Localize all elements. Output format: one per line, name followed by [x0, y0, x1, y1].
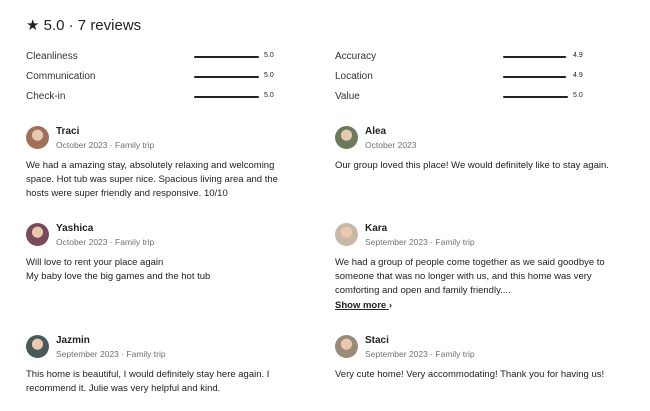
category-value: 5.0 [264, 72, 274, 79]
review-text: Our group loved this place! We would def… [335, 160, 609, 171]
star-icon: ★ [26, 17, 40, 34]
reviews-summary-title: ★ 5.0 · 7 reviews [26, 17, 142, 34]
rating-category-cleanliness: Cleanliness 5.0 [26, 51, 286, 65]
rating-bar [503, 96, 568, 98]
rating-bar [503, 56, 568, 58]
avatar[interactable] [335, 126, 358, 149]
review-meta: October 2023 [365, 140, 417, 150]
chevron-right-icon: › [388, 300, 393, 311]
rating-category-accuracy: Accuracy 4.9 [335, 51, 595, 65]
rating-bar [194, 56, 259, 58]
show-more-label: Show more [335, 300, 387, 311]
review-text: We had a amazing stay, absolutely relaxi… [26, 160, 278, 199]
avatar[interactable] [26, 126, 49, 149]
rating-category-value: Value 5.0 [335, 91, 595, 105]
category-label: Accuracy [335, 51, 377, 62]
category-value: 5.0 [573, 92, 583, 99]
avatar[interactable] [26, 223, 49, 246]
category-value: 4.9 [573, 52, 583, 59]
review-text: Will love to rent your place again My ba… [26, 257, 211, 282]
reviewer-name: Yashica [56, 223, 94, 234]
category-label: Communication [26, 71, 96, 82]
category-label: Value [335, 91, 360, 102]
category-label: Location [335, 71, 373, 82]
rating-category-check-in: Check-in 5.0 [26, 91, 286, 105]
avatar[interactable] [335, 335, 358, 358]
review-meta: September 2023 · Family trip [365, 237, 475, 247]
reviewer-name: Alea [365, 126, 387, 137]
show-more-link[interactable]: Show more › [335, 300, 392, 311]
review-meta: October 2023 · Family trip [56, 237, 155, 247]
reviewer-name: Jazmin [56, 335, 90, 346]
review-text: This home is beautiful, I would definite… [26, 369, 270, 394]
reviewer-name: Kara [365, 223, 388, 234]
rating-bar-fill [503, 96, 568, 98]
review-text: Very cute home! Very accommodating! Than… [335, 369, 605, 380]
rating-category-communication: Communication 5.0 [26, 71, 286, 85]
rating-bar [194, 96, 259, 98]
review-meta: September 2023 · Family trip [56, 349, 166, 359]
rating-bar [194, 76, 259, 78]
reviewer-name: Traci [56, 126, 80, 137]
rating-bar [503, 76, 568, 78]
category-label: Check-in [26, 91, 66, 102]
rating-bar-fill [503, 56, 567, 58]
avatar[interactable] [335, 223, 358, 246]
avatar[interactable] [26, 335, 49, 358]
category-label: Cleanliness [26, 51, 78, 62]
review-text: We had a group of people come together a… [335, 257, 605, 296]
category-value: 5.0 [264, 92, 274, 99]
review-meta: October 2023 · Family trip [56, 140, 155, 150]
rating-category-location: Location 4.9 [335, 71, 595, 85]
rating-bar-fill [194, 96, 259, 98]
reviewer-name: Staci [365, 335, 389, 346]
rating-bar-fill [194, 56, 259, 58]
category-value: 5.0 [264, 52, 274, 59]
review-meta: September 2023 · Family trip [365, 349, 475, 359]
rating-bar-fill [194, 76, 259, 78]
rating-bar-fill [503, 76, 567, 78]
category-value: 4.9 [573, 72, 583, 79]
